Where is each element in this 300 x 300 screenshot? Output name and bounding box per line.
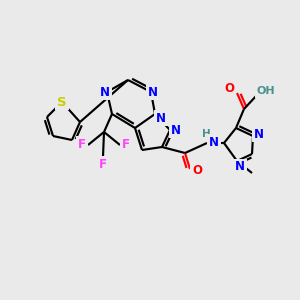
Text: N: N [148,85,158,98]
Text: N: N [100,85,110,98]
Text: N: N [156,112,166,124]
Text: N: N [171,124,181,136]
Text: F: F [78,137,86,151]
Text: F: F [122,137,130,151]
Text: N: N [209,136,219,148]
Text: S: S [57,95,67,109]
Text: N: N [254,128,264,140]
Text: OH: OH [257,86,275,96]
Text: N: N [235,160,245,173]
Text: O: O [224,82,234,95]
Text: H: H [202,129,210,139]
Text: O: O [192,164,202,178]
Text: F: F [99,158,107,170]
